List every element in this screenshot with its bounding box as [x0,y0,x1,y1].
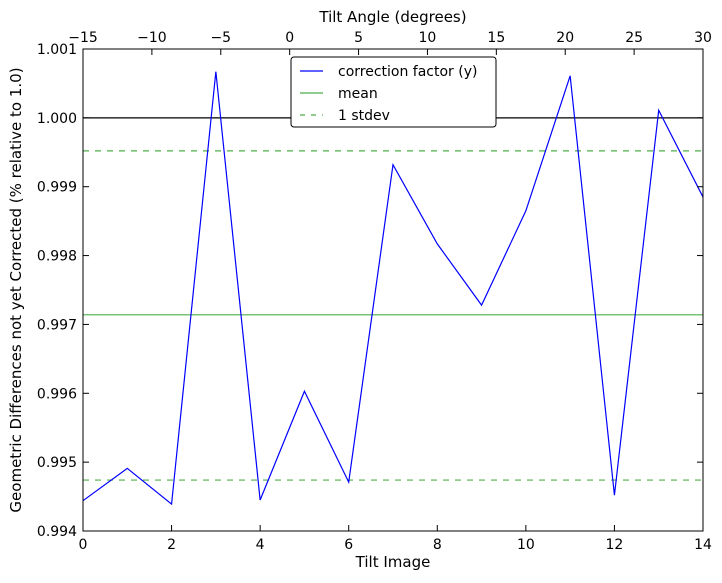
y-tick-label: 0.998 [37,249,77,265]
x-axis-label: Tilt Image [355,553,431,571]
x-tick-label: 4 [256,537,265,553]
x2-tick-label: 10 [419,30,437,46]
x2-tick-label: 0 [285,30,294,46]
x-tick-label: 8 [433,537,442,553]
x2-tick-label: −15 [68,30,98,46]
x2-tick-label: −5 [210,30,231,46]
y-tick-label: 0.994 [37,524,77,540]
plot-lines [82,71,704,506]
legend: correction factor (y) mean 1 stdev [290,56,497,128]
y-tick-label: 1.000 [37,111,77,127]
legend-box [290,56,497,128]
x-tick-label: 6 [344,537,353,553]
ticks: 0 2 4 6 8 10 12 14 0.994 0.995 0.996 0.997 0.998 0.99… [37,30,712,553]
x-tick-label: 10 [517,537,535,553]
legend-label-mean: mean [338,86,378,102]
x2-tick-label: −10 [137,30,167,46]
x2-tick-label: 30 [694,30,712,46]
x-tick-label: 0 [79,537,88,553]
legend-label-correction: correction factor (y) [338,64,477,80]
x-tick-label: 12 [606,537,624,553]
x2-tick-label: 20 [556,30,574,46]
y-tick-label: 0.999 [37,180,77,196]
x2-tick-label: 25 [625,30,643,46]
x-tick-label: 14 [694,537,712,553]
y-axis-label: Geometric Differences not yet Corrected … [7,67,25,512]
x2-tick-label: 5 [354,30,363,46]
y-tick-label: 0.997 [37,317,77,333]
y-tick-label: 1.001 [37,42,77,58]
correction-factor-line [82,71,704,506]
x2-tick-label: 15 [487,30,505,46]
y-tick-label: 0.996 [37,386,77,402]
legend-label-stdev: 1 stdev [338,108,390,124]
y-tick-label: 0.995 [37,455,77,471]
plot-frame [82,48,704,532]
x-tick-label: 2 [167,537,176,553]
x2-axis-label: Tilt Angle (degrees) [318,8,466,26]
